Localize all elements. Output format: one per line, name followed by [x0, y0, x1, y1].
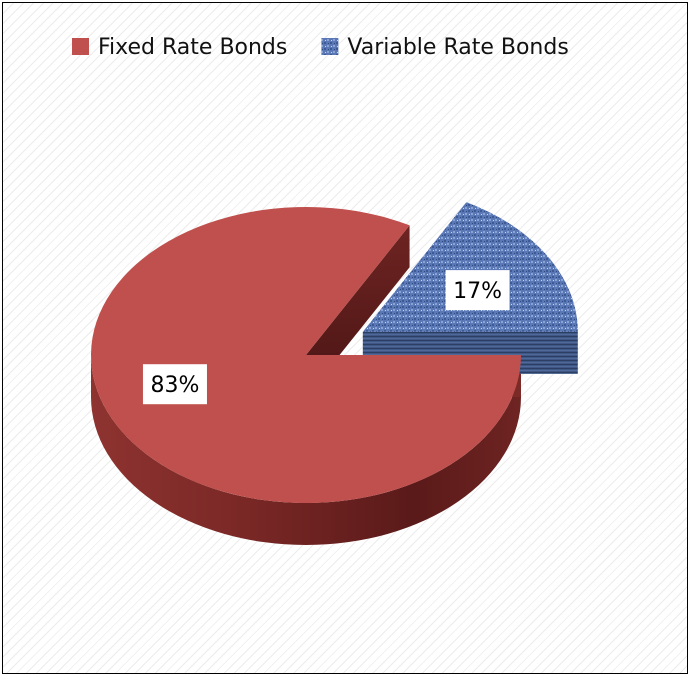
data-label: 83% [151, 373, 200, 398]
data-label-box [445, 270, 510, 311]
data-label: 17% [453, 279, 502, 304]
pie-slice-side [91, 355, 521, 545]
legend-swatch [321, 38, 339, 55]
pie-labels: 83% 17% [142, 270, 510, 405]
pie-slice-wall [306, 225, 410, 397]
pie-slice [362, 202, 578, 332]
legend: Fixed Rate Bonds Variable Rate Bonds [72, 35, 569, 60]
pie-slice [91, 207, 521, 504]
legend-entry: Variable Rate Bonds [347, 35, 568, 60]
pie-tops [91, 202, 578, 504]
legend-entry: Fixed Rate Bonds [98, 35, 287, 60]
legend-swatch [72, 38, 89, 55]
data-label-box [142, 364, 207, 405]
